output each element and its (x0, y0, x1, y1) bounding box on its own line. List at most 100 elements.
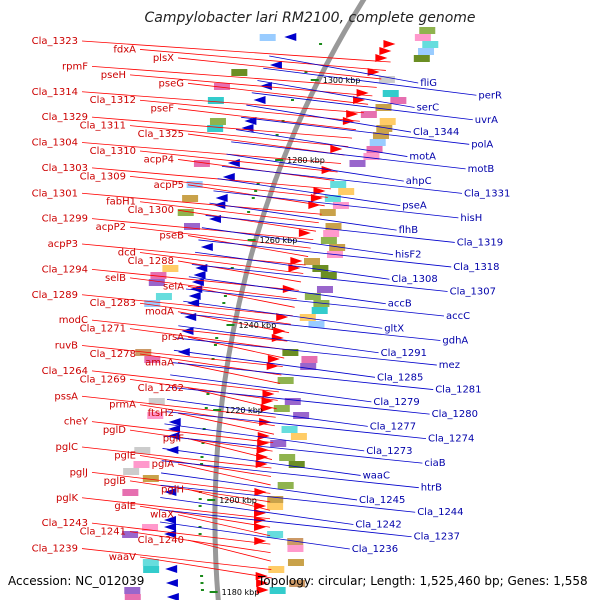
feature-block (329, 244, 346, 251)
leader-line (129, 328, 286, 351)
forward-gene-label: wlaX (150, 510, 174, 521)
marker-dot (200, 575, 204, 577)
feature-block (277, 377, 294, 384)
leader-line (177, 412, 275, 435)
leader-line (161, 472, 358, 501)
forward-gene-label: Cla_1310 (90, 146, 136, 157)
feature-block (213, 83, 230, 90)
feature-block (308, 321, 325, 328)
forward-gene-label: prmA (109, 400, 136, 411)
leader-line (91, 421, 274, 444)
feature-block (299, 314, 316, 321)
forward-gene-label: pseF (151, 104, 175, 115)
feature-block (184, 223, 200, 230)
forward-gene-label: pglC (56, 442, 78, 453)
feature-block (422, 41, 439, 48)
leader-line (187, 387, 277, 410)
feature-block (284, 398, 301, 405)
leader-line (129, 74, 373, 97)
forward-gene-arrow (321, 166, 334, 174)
reverse-gene-arrow (166, 593, 179, 600)
marker-dot (213, 344, 217, 346)
forward-gene-label: pglK (56, 493, 78, 504)
feature-block (325, 223, 342, 230)
marker-dot (198, 491, 202, 493)
leader-line (165, 411, 427, 440)
forward-gene-arrow (342, 117, 355, 125)
accession-text: Accession: NC_012039 (8, 574, 144, 588)
forward-gene-label: pglH (161, 484, 184, 495)
forward-gene-arrow (256, 579, 269, 587)
leader-line (91, 370, 279, 393)
feature-block (413, 55, 430, 62)
forward-gene-label: acpP3 (48, 239, 78, 250)
leader-line (191, 264, 448, 292)
feature-block (122, 531, 139, 538)
reverse-gene-arrow (165, 565, 178, 573)
reverse-gene-label: Cla_1237 (414, 532, 460, 543)
leader-line (201, 227, 394, 256)
feature-block (288, 461, 305, 468)
reverse-gene-arrow (190, 285, 203, 293)
reverse-gene-label: Cla_1344 (413, 127, 459, 138)
forward-gene-label: Cla_1303 (42, 163, 88, 174)
leader-line (187, 285, 295, 308)
map-title: Campylobacter lari RM2100, complete geno… (144, 10, 475, 26)
reverse-gene-label: flhB (399, 225, 419, 236)
forward-gene-label: Cla_1264 (42, 366, 88, 377)
feature-block (150, 272, 167, 279)
forward-gene-arrow (267, 355, 280, 363)
forward-gene-label: rpmF (62, 61, 88, 72)
feature-block (123, 468, 140, 475)
reverse-gene-label: Cla_1274 (428, 434, 474, 445)
forward-gene-label: Cla_1283 (90, 298, 136, 309)
leader-line (81, 142, 342, 164)
reverse-gene-arrow (215, 194, 228, 202)
feature-block (319, 209, 336, 216)
leader-line (177, 209, 317, 232)
feature-block (279, 454, 296, 461)
reverse-gene-label: Cla_1245 (359, 495, 405, 506)
feature-block (282, 349, 299, 356)
leader-line (187, 488, 271, 511)
leader-line (185, 288, 445, 317)
feature-block (269, 587, 286, 594)
leader-line (91, 522, 271, 545)
reverse-gene-arrow (167, 432, 180, 440)
feature-block (273, 405, 290, 412)
forward-gene-label: Cla_1300 (128, 205, 174, 216)
forward-gene-label: prsA (161, 332, 184, 343)
forward-gene-label: Cla_1323 (32, 36, 78, 47)
leader-line (139, 556, 272, 579)
leader-line (177, 463, 271, 486)
leader-line (175, 337, 437, 366)
scale-tick-mark (207, 499, 216, 501)
feature-block (124, 587, 141, 594)
forward-gene-label: Cla_1294 (42, 264, 88, 275)
reverse-gene-label: Cla_1319 (457, 237, 503, 248)
reverse-gene-label: Cla_1277 (370, 421, 416, 432)
reverse-gene-label: accB (388, 299, 412, 310)
leader-line (241, 116, 470, 145)
feature-block (144, 300, 161, 307)
reverse-gene-arrow (284, 33, 297, 41)
forward-gene-label: cheY (64, 417, 89, 428)
scale-tick-label: 1180 kbp (222, 588, 260, 597)
forward-gene-label: pglA (152, 459, 174, 470)
feature-block (144, 356, 161, 363)
leader-line (129, 429, 273, 452)
leader-line (187, 438, 273, 460)
scale-tick-label: 1260 kbp (260, 236, 298, 245)
leader-line (180, 313, 441, 341)
leader-line (177, 362, 281, 384)
leader-line (170, 374, 372, 403)
forward-gene-arrow (261, 397, 274, 405)
forward-gene-label: pssA (54, 391, 78, 402)
marker-dot (222, 302, 226, 304)
forward-gene-label: Cla_1241 (80, 527, 126, 538)
reverse-gene-label: gltX (384, 323, 404, 334)
reverse-gene-label: Cla_1318 (453, 262, 499, 273)
forward-gene-arrow (254, 516, 266, 524)
marker-dot (204, 407, 208, 409)
